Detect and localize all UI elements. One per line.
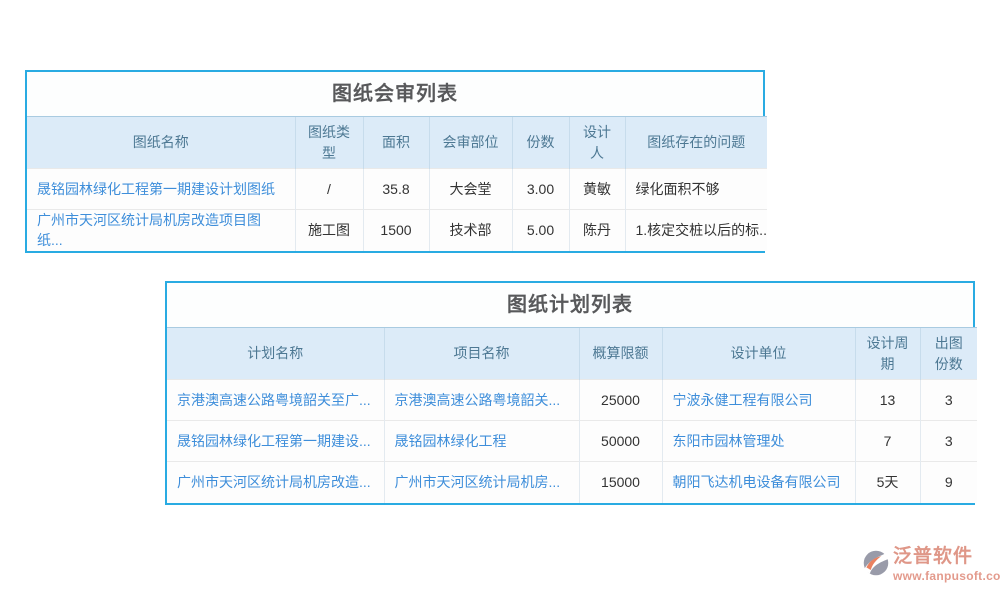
column-header: 计划名称 — [167, 327, 384, 380]
record-link[interactable]: 广州市天河区统计局机房... — [394, 474, 561, 491]
column-header: 会审部位 — [428, 116, 512, 169]
table-cell: 黄敏 — [568, 168, 625, 210]
table-cell: 晟铭园林绿化工程 — [383, 420, 579, 462]
column-header: 图纸类型 — [294, 116, 363, 169]
table-cell: 7 — [854, 420, 920, 462]
table-cell: 25000 — [578, 379, 662, 421]
table-cell: 京港澳高速公路粤境韶关至广... — [167, 379, 384, 421]
record-link[interactable]: 晟铭园林绿化工程 — [394, 433, 507, 449]
table-cell: 宁波永健工程有限公司 — [661, 379, 855, 421]
drawing-review-title: 图纸会审列表 — [332, 83, 458, 105]
fanpu-watermark: 泛普软件 www.fanpusoft.com — [862, 547, 1000, 583]
table-cell: 3 — [919, 379, 977, 421]
column-header: 项目名称 — [383, 327, 579, 380]
table-row: 晟铭园林绿化工程第一期建设... 晟铭园林绿化工程 50000 东阳市园林管理处 7 3 — [167, 420, 977, 462]
column-header: 图纸名称 — [27, 116, 295, 169]
table-row: 广州市天河区统计局机房改造项目图纸... 施工图 1500 技术部 5.00 陈丹 1.核定… — [27, 209, 767, 251]
table-cell: 13 — [854, 379, 920, 421]
table-cell: 朝阳飞达机电设备有限公司 — [661, 461, 855, 503]
fanpu-logo-icon — [863, 550, 890, 576]
column-header: 设计周期 — [854, 327, 920, 380]
table-cell: 晟铭园林绿化工程第一期建设... — [167, 420, 384, 462]
table-cell: 1.核定交桩以后的标... — [624, 209, 767, 251]
table-header-row: 图纸名称 图纸类型 面积 会审部位 份数 设计人 图纸存在的问题 — [27, 116, 767, 169]
brand-name: 泛普软件 — [893, 546, 974, 567]
table-cell: 陈丹 — [568, 209, 625, 251]
table-row: 广州市天河区统计局机房改造... 广州市天河区统计局机房... 15000 朝阳飞达机… — [167, 461, 977, 503]
column-header: 设计单位 — [661, 327, 855, 380]
column-header: 图纸存在的问题 — [624, 116, 767, 169]
table-cell: 5.00 — [511, 209, 569, 251]
drawing-plan-table: 计划名称 项目名称 概算限额 设计单位 设计周期 出图份数 京港澳高速公路粤境韶关至广..… — [167, 327, 977, 503]
record-link[interactable]: 晟铭园林绿化工程第一期建设计划图纸 — [37, 181, 275, 197]
record-link[interactable]: 宁波永健工程有限公司 — [672, 392, 813, 408]
record-link[interactable]: 晟铭园林绿化工程第一期建设... — [177, 433, 371, 449]
table-cell: 大会堂 — [428, 168, 512, 210]
drawing-review-panel: 图纸会审列表 图纸名称 图纸类型 面积 会审部位 份数 设计人 图纸存在的问题 晟铭园林绿化… — [25, 70, 767, 253]
table-cell: 35.8 — [362, 168, 429, 210]
table-cell: 50000 — [578, 420, 662, 462]
table-cell: 5天 — [854, 461, 920, 503]
table-cell: 东阳市园林管理处 — [661, 420, 855, 462]
column-header: 份数 — [511, 116, 569, 169]
record-link[interactable]: 京港澳高速公路粤境韶关... — [394, 392, 561, 408]
table-row: 晟铭园林绿化工程第一期建设计划图纸 /35.8 大会堂 3.00 黄敏 绿化面积不够 — [27, 168, 767, 210]
table-cell: 施工图 — [294, 209, 363, 251]
table-cell: 9 — [919, 461, 977, 503]
table-cell: 广州市天河区统计局机房改造... — [167, 461, 384, 503]
column-header: 面积 — [362, 116, 429, 169]
column-header: 概算限额 — [578, 327, 662, 380]
brand-url: www.fanpusoft.com — [893, 569, 1000, 583]
record-link[interactable]: 广州市天河区统计局机房改造项目图纸... — [37, 212, 261, 249]
table-cell: 晟铭园林绿化工程第一期建设计划图纸 — [27, 168, 295, 210]
drawing-plan-panel: 图纸计划列表 计划名称 项目名称 概算限额 设计单位 设计周期 出图份数 京港澳高速公路粤… — [165, 281, 977, 505]
column-header: 出图份数 — [919, 327, 977, 380]
fanpu-text-block: 泛普软件 www.fanpusoft.com — [893, 546, 1000, 584]
column-header: 设计人 — [568, 116, 625, 169]
table-cell: 技术部 — [428, 209, 512, 251]
table-cell: 广州市天河区统计局机房... — [383, 461, 579, 503]
record-link[interactable]: 广州市天河区统计局机房改造... — [177, 474, 371, 491]
table-cell: 广州市天河区统计局机房改造项目图纸... — [27, 209, 295, 251]
table-cell: 3.00 — [511, 168, 569, 210]
drawing-review-table: 图纸名称 图纸类型 面积 会审部位 份数 设计人 图纸存在的问题 晟铭园林绿化工程第一期建设… — [27, 116, 767, 251]
table-cell: / — [294, 168, 363, 210]
table-cell: 绿化面积不够 — [624, 168, 767, 210]
table-cell: 1500 — [362, 209, 429, 251]
table-cell: 3 — [919, 420, 977, 462]
table-cell: 15000 — [578, 461, 662, 503]
record-link[interactable]: 朝阳飞达机电设备有限公司 — [672, 474, 841, 491]
drawing-plan-title: 图纸计划列表 — [507, 294, 633, 316]
table-header-row: 计划名称 项目名称 概算限额 设计单位 设计周期 出图份数 — [167, 327, 977, 380]
table-cell: 京港澳高速公路粤境韶关... — [383, 379, 579, 421]
table-row: 京港澳高速公路粤境韶关至广... 京港澳高速公路粤境韶关... 25000 宁波永健工… — [167, 379, 977, 421]
record-link[interactable]: 东阳市园林管理处 — [672, 433, 785, 449]
record-link[interactable]: 京港澳高速公路粤境韶关至广... — [177, 392, 371, 408]
